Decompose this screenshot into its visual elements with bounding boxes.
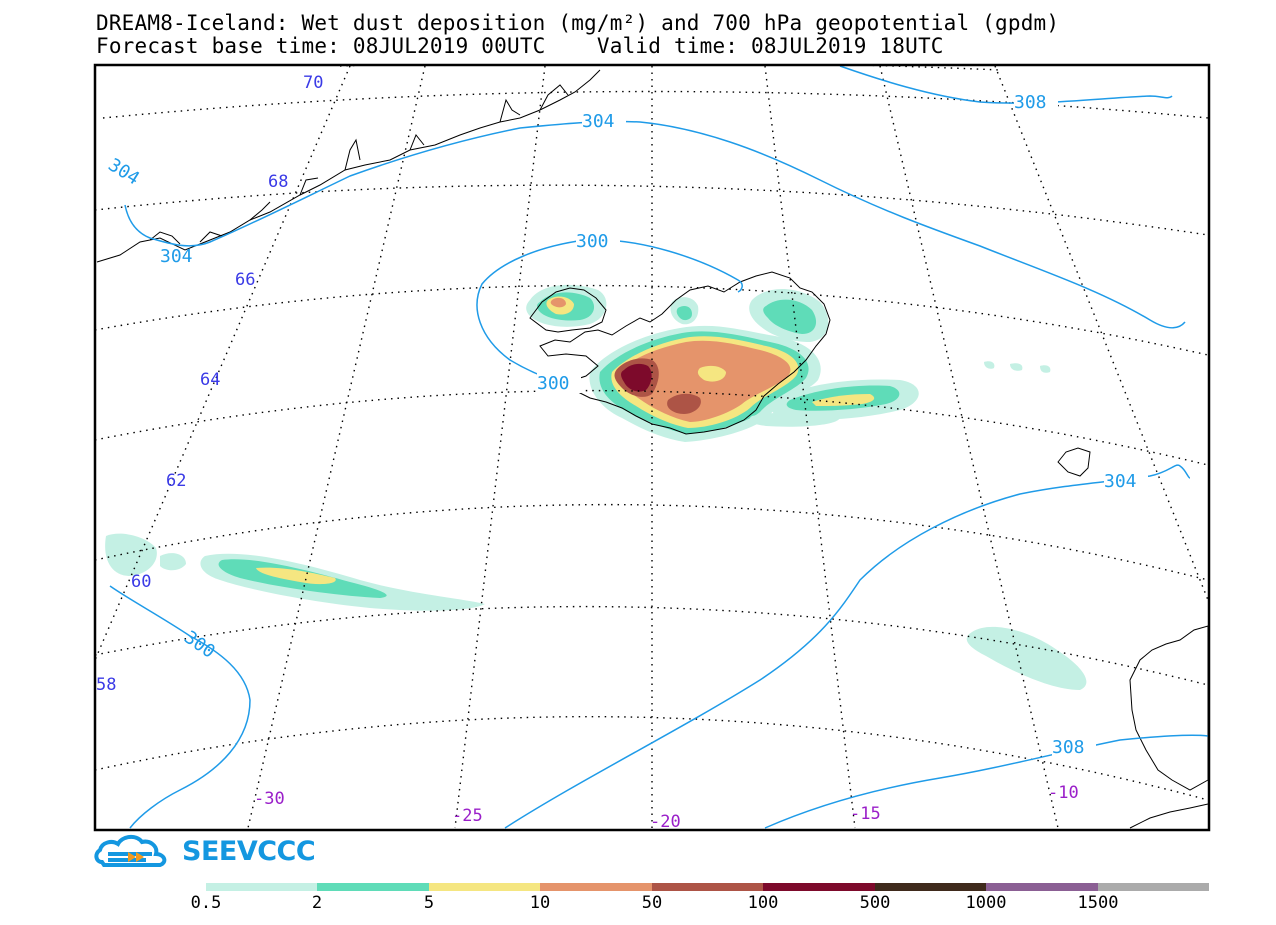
legend-swatch <box>651 883 764 891</box>
seevccc-logo <box>94 835 167 867</box>
legend-level-label: 0.5 <box>190 893 222 913</box>
map-frame <box>93 63 1211 832</box>
legend-level-label: 2 <box>311 893 323 913</box>
dust-deposition-shading <box>105 284 1087 690</box>
contour-label: 308 <box>1052 737 1085 758</box>
legend-swatch <box>317 883 429 891</box>
legend-swatch <box>986 883 1098 891</box>
latitude-label: 62 <box>166 471 186 491</box>
map-title-line1: DREAM8-Iceland: Wet dust deposition (mg/… <box>96 11 1060 35</box>
latitude-label: 58 <box>96 675 116 695</box>
longitude-label: -20 <box>650 812 681 832</box>
longitude-label: -25 <box>452 806 483 826</box>
contour-label: 300 <box>537 373 570 394</box>
legend-level-label: 5 <box>423 893 435 913</box>
contour-label: 308 <box>1014 92 1047 113</box>
latitude-label: 66 <box>235 270 255 290</box>
legend-swatch <box>874 883 987 891</box>
latitude-label: 68 <box>268 172 288 192</box>
contour-label: 304 <box>582 111 615 132</box>
legend-swatch <box>763 883 875 891</box>
legend-colorbar <box>206 883 1209 891</box>
seevccc-logo-text: SEEVCCC <box>182 836 316 867</box>
contour-label: 300 <box>576 231 609 252</box>
cloud-logo-icon <box>94 835 167 867</box>
legend-level-label: 100 <box>747 893 779 913</box>
contour-label: 304 <box>1104 471 1137 492</box>
contour-label: 304 <box>104 154 143 189</box>
contour-label: 300 <box>180 627 219 663</box>
legend-swatch <box>428 883 541 891</box>
latitude-label: 64 <box>200 370 220 390</box>
map-title-line2: Forecast base time: 08JUL2019 00UTC Vali… <box>96 34 944 58</box>
contour-label: 304 <box>160 246 193 267</box>
legend-level-label: 1000 <box>965 893 1007 913</box>
legend-swatch <box>540 883 652 891</box>
longitude-label: -10 <box>1048 783 1079 803</box>
latitude-label: 60 <box>131 572 151 592</box>
latitude-label: 70 <box>303 73 323 93</box>
longitude-labels: -30 -25 -20 -15 -10 <box>254 783 1079 832</box>
legend-swatch <box>206 883 318 891</box>
legend-level-label: 1500 <box>1077 893 1119 913</box>
longitude-label: -30 <box>254 789 285 809</box>
legend-swatch <box>1097 883 1209 891</box>
graticule <box>95 65 1209 829</box>
longitude-label: -15 <box>850 804 881 824</box>
latitude-labels: 70 68 66 64 62 60 58 <box>96 73 323 695</box>
legend-level-label: 500 <box>859 893 891 913</box>
legend-level-label: 10 <box>529 893 551 913</box>
legend-level-label: 50 <box>641 893 663 913</box>
